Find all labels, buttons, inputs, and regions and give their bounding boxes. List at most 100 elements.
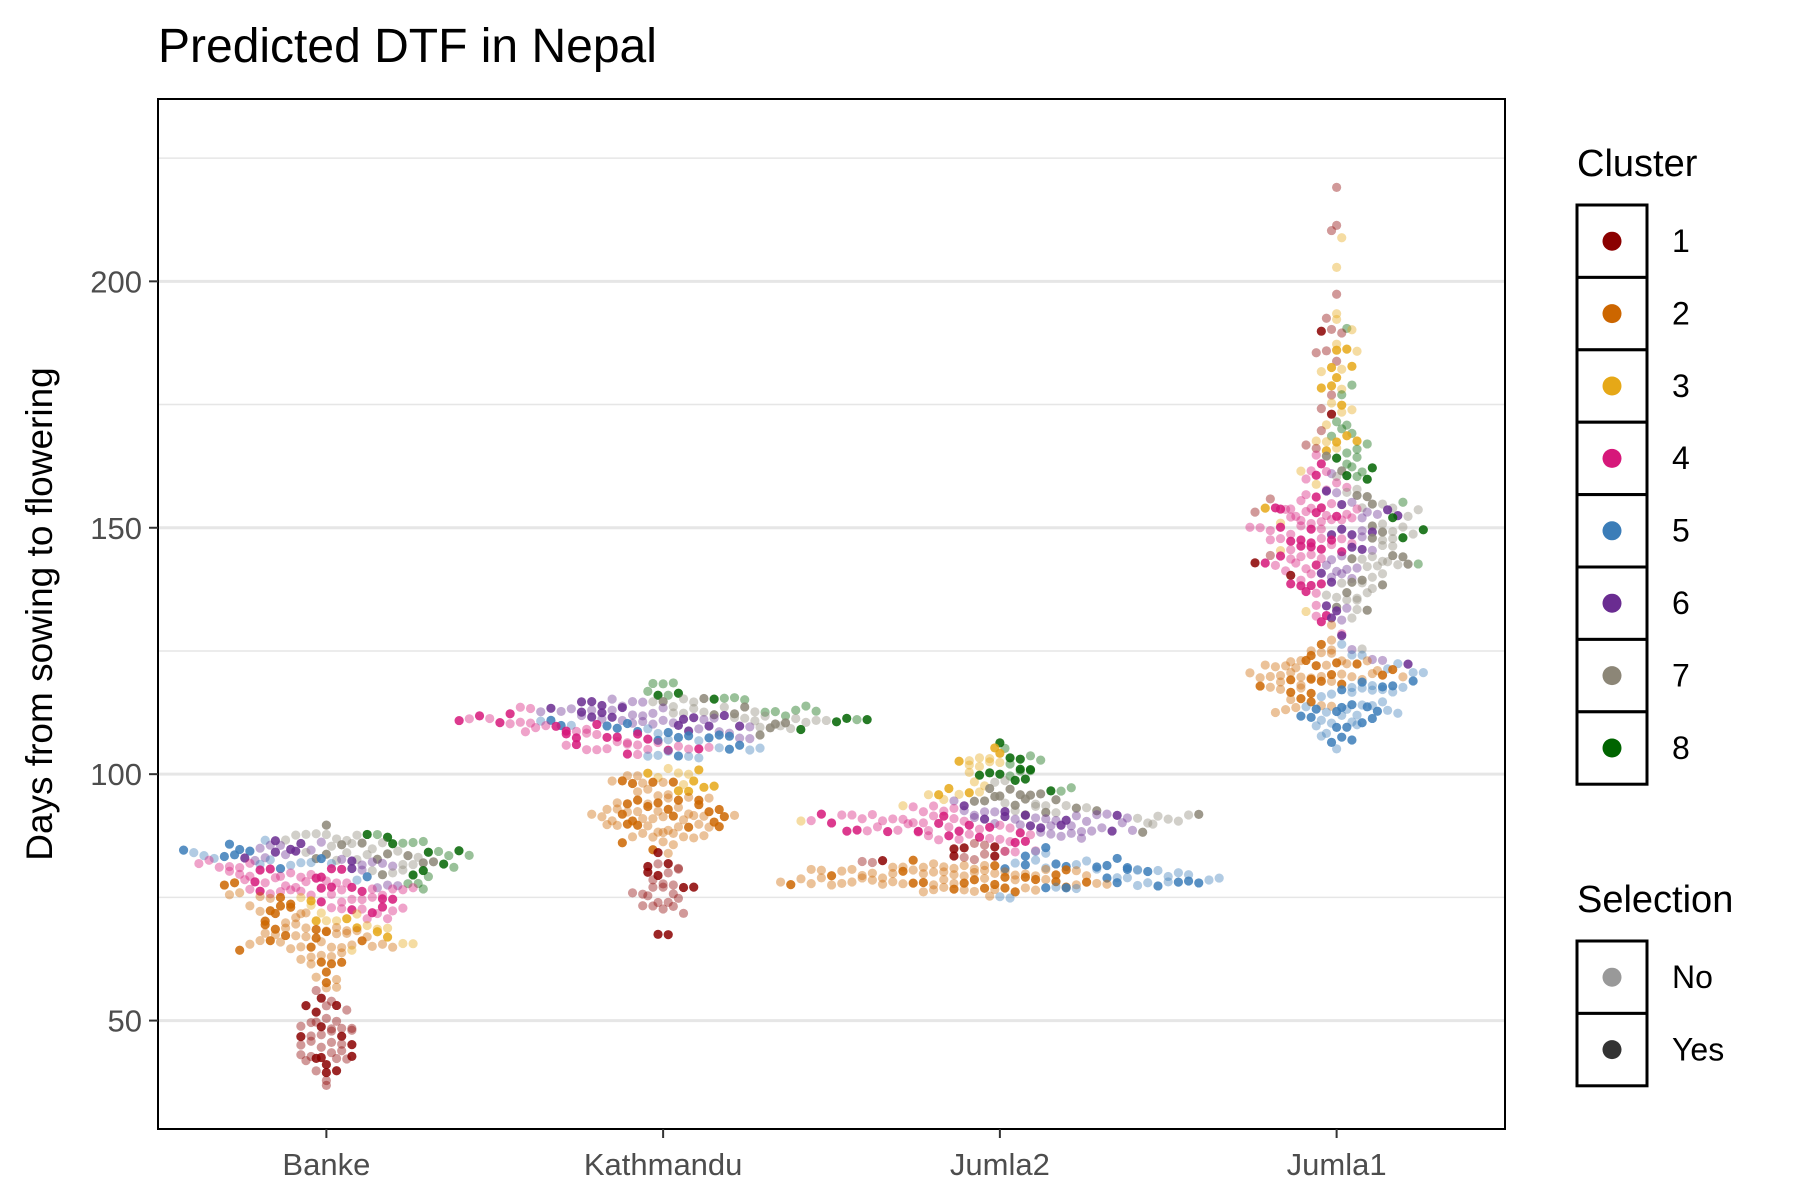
data-point [1061, 883, 1071, 893]
data-point [678, 714, 689, 724]
data-point [275, 901, 286, 911]
data-point [1041, 843, 1051, 853]
data-point [347, 863, 357, 874]
data-point [908, 865, 918, 875]
x-tick-label: Jumla2 [950, 1147, 1050, 1182]
data-point [877, 873, 888, 883]
data-point [1337, 407, 1347, 417]
data-point [1061, 800, 1071, 811]
data-point [821, 715, 831, 726]
data-point [1342, 487, 1352, 498]
data-point [1352, 346, 1362, 356]
data-point [286, 944, 296, 954]
data-point [648, 719, 658, 729]
data-point [622, 739, 633, 749]
data-point [678, 882, 689, 893]
data-point [1362, 656, 1372, 666]
data-point [1332, 453, 1342, 463]
data-point [979, 860, 990, 871]
data-point [1337, 400, 1347, 410]
data-point [367, 892, 377, 902]
data-point [678, 908, 689, 918]
data-point [1301, 490, 1311, 500]
data-point [1342, 603, 1352, 613]
data-point [689, 713, 699, 723]
legend-swatch [1602, 376, 1622, 396]
data-point [979, 807, 990, 817]
data-point [969, 796, 979, 806]
data-point [857, 856, 867, 867]
data-point [1015, 764, 1025, 774]
data-point [668, 811, 678, 821]
data-point [571, 733, 582, 743]
data-point [668, 678, 678, 688]
data-point [1015, 766, 1025, 776]
data-point [653, 737, 663, 748]
data-point [1326, 620, 1337, 630]
data-point [653, 798, 663, 808]
data-point [1352, 720, 1362, 730]
data-point [617, 809, 627, 819]
data-point [265, 889, 275, 899]
data-point [678, 815, 689, 825]
data-point [1056, 831, 1066, 841]
data-point [729, 713, 740, 723]
data-point [969, 777, 979, 787]
data-point [1076, 827, 1087, 837]
data-point [576, 707, 587, 717]
data-point [643, 891, 653, 901]
data-point [678, 694, 689, 704]
data-point [796, 724, 806, 735]
data-point [275, 863, 286, 874]
data-point [454, 846, 464, 856]
data-point [694, 736, 704, 746]
data-point [204, 855, 214, 865]
data-point [1051, 882, 1061, 892]
data-point [1316, 533, 1326, 544]
data-point [653, 897, 663, 908]
data-point [306, 1017, 316, 1028]
data-point [428, 857, 439, 867]
data-point [842, 826, 852, 836]
data-point [1000, 872, 1010, 882]
data-point [663, 790, 673, 800]
data-point [1301, 586, 1311, 597]
data-point [1025, 751, 1036, 761]
data-point [326, 959, 337, 969]
data-point [347, 945, 357, 955]
data-point [1347, 530, 1357, 540]
data-point [1342, 564, 1352, 574]
data-point [1296, 683, 1306, 693]
data-point [1025, 821, 1036, 831]
data-point [1326, 577, 1337, 587]
data-point [219, 851, 229, 862]
data-point [658, 777, 668, 788]
data-point [648, 832, 658, 842]
data-point [979, 849, 990, 859]
data-point [1398, 522, 1408, 532]
data-point [1046, 786, 1056, 796]
data-point [1316, 579, 1326, 589]
data-point [709, 781, 719, 791]
data-point [1357, 650, 1367, 660]
data-point [847, 864, 857, 875]
data-point [1321, 486, 1332, 496]
data-point [245, 846, 255, 856]
data-point [1342, 448, 1352, 458]
data-point [337, 1039, 347, 1049]
data-point [709, 710, 719, 720]
data-point [1020, 883, 1030, 893]
data-point [857, 814, 867, 824]
data-point [658, 703, 668, 713]
data-point [1255, 673, 1265, 683]
data-point [1117, 818, 1127, 828]
data-point [316, 897, 326, 907]
data-point [587, 697, 597, 707]
data-point [898, 801, 908, 811]
data-point [439, 859, 449, 869]
data-point [209, 853, 219, 864]
data-point [587, 705, 597, 715]
data-point [704, 822, 714, 832]
data-point [1332, 289, 1342, 299]
data-point [627, 710, 638, 720]
